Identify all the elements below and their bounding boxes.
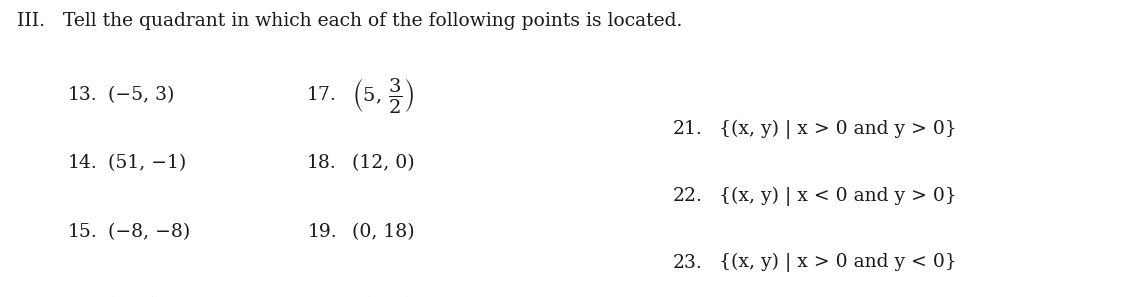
Text: $\left(5,\,\dfrac{3}{2}\right)$: $\left(5,\,\dfrac{3}{2}\right)$ xyxy=(352,75,413,115)
Text: (−8, −8): (−8, −8) xyxy=(108,223,191,241)
Text: 21.: 21. xyxy=(673,120,702,138)
Text: (51, −1): (51, −1) xyxy=(108,154,187,172)
Text: {(x, y) | x > 0 and y > 0}: {(x, y) | x > 0 and y > 0} xyxy=(719,120,957,139)
Text: 14.: 14. xyxy=(67,154,97,172)
Text: (0, 18): (0, 18) xyxy=(352,223,415,241)
Text: {(x, y) | x > 0 and y < 0}: {(x, y) | x > 0 and y < 0} xyxy=(719,253,957,272)
Text: 17.: 17. xyxy=(307,86,337,104)
Text: 15.: 15. xyxy=(67,223,97,241)
Text: 18.: 18. xyxy=(307,154,337,172)
Text: 23.: 23. xyxy=(673,254,702,272)
Text: (12, 0): (12, 0) xyxy=(352,154,415,172)
Text: (−5, 3): (−5, 3) xyxy=(108,86,175,104)
Text: 13.: 13. xyxy=(67,86,97,104)
Text: {(x, y) | x < 0 and y > 0}: {(x, y) | x < 0 and y > 0} xyxy=(719,187,957,206)
Text: 19.: 19. xyxy=(307,223,337,241)
Text: {(x, y) | x < 0 and y < 0}: {(x, y) | x < 0 and y < 0} xyxy=(352,296,589,297)
Text: III.   Tell the quadrant in which each of the following points is located.: III. Tell the quadrant in which each of … xyxy=(17,12,683,30)
Text: 22.: 22. xyxy=(673,187,702,205)
